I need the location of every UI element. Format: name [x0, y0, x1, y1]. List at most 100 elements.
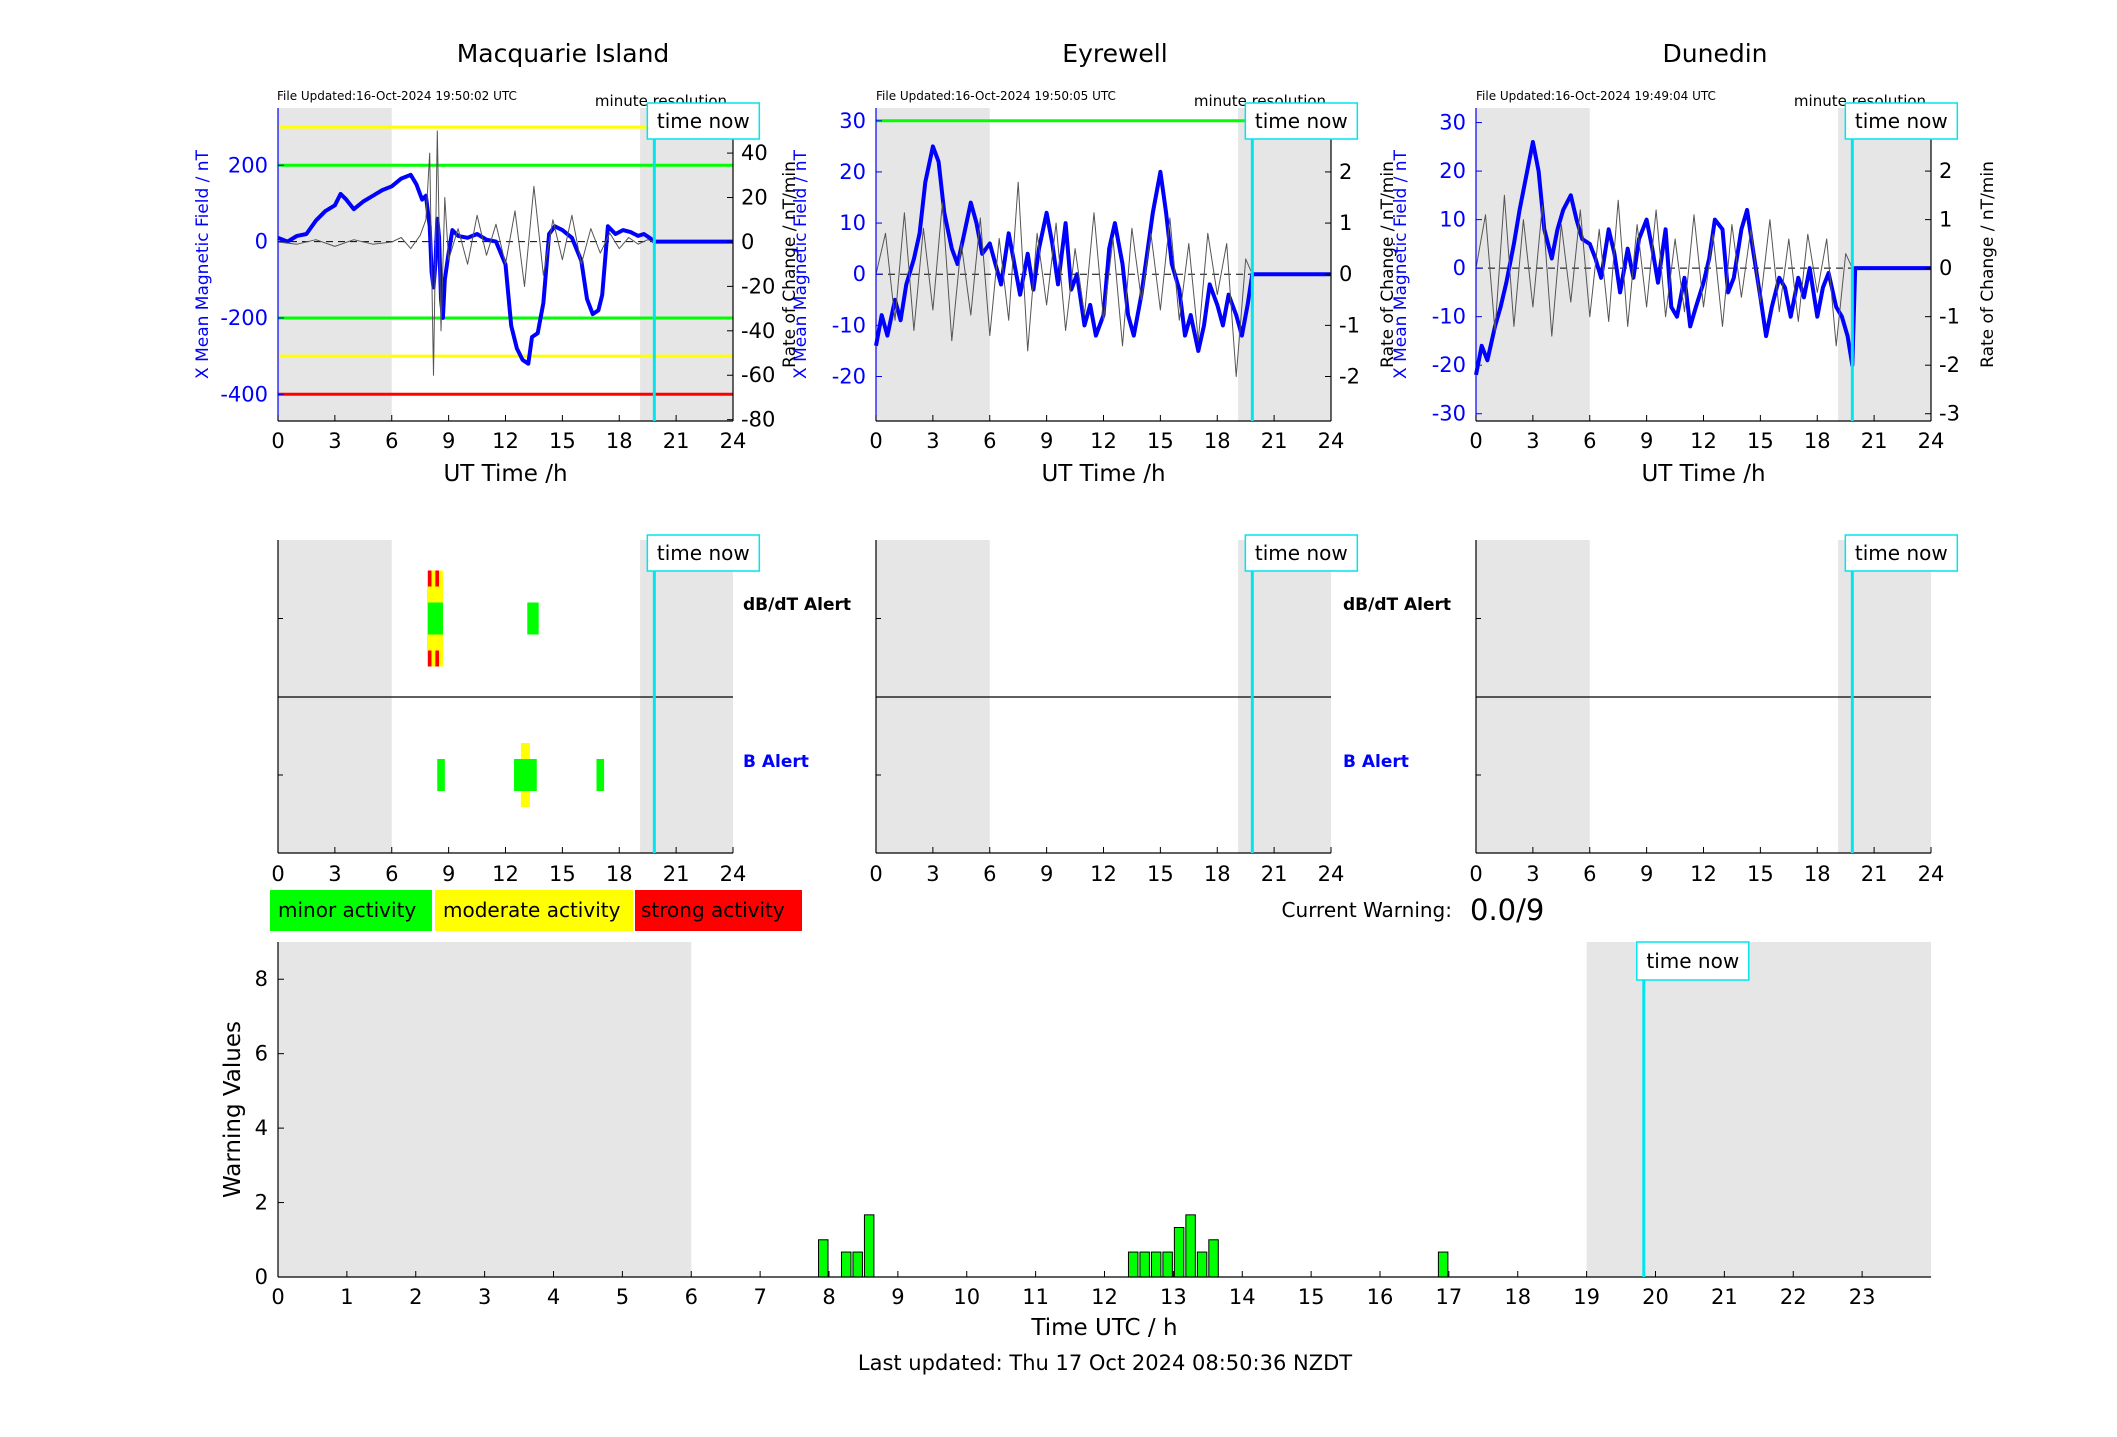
dunedin-y2-tick-label: -1 [1939, 305, 1960, 329]
dunedin-alert-x-tick-label: 6 [1583, 862, 1596, 886]
macquarie-field-line [277, 172, 733, 366]
warning-y-tick-label: 2 [255, 1191, 268, 1215]
warning-y-tick-label: 6 [255, 1042, 268, 1066]
warning-bar [1208, 1239, 1219, 1278]
dunedin-y2-tick-label: -3 [1939, 402, 1960, 426]
warning-bar [1173, 1226, 1185, 1278]
dunedin-alert-x-tick-label: 21 [1861, 862, 1888, 886]
dunedin-x-tick-label: 3 [1526, 429, 1539, 453]
macquarie-y2-tick-label: 40 [741, 141, 768, 165]
eyrewell-alert-x-tick-label: 6 [983, 862, 996, 886]
macquarie-alert-minor-bar [596, 759, 605, 791]
eyrewell-y-tick-label: 20 [839, 160, 866, 184]
dunedin-y-tick-label: 20 [1439, 159, 1466, 183]
macquarie-x-tick-label: 6 [385, 429, 398, 453]
macquarie-alert-x-tick-label: 12 [492, 862, 519, 886]
macquarie-time-now-label: time now [657, 109, 750, 133]
eyrewell-alert-x-tick-label: 12 [1090, 862, 1117, 886]
eyrewell-y-tick-label: 30 [839, 109, 866, 133]
warning-bar [1127, 1251, 1139, 1278]
dunedin-alert-x-tick-label: 9 [1640, 862, 1653, 886]
macquarie-y2-tick-label: -40 [741, 319, 775, 343]
macquarie-alert-time-now-label-box [646, 534, 761, 572]
dunedin-alert-x-tick-label: 18 [1804, 862, 1831, 886]
eyrewell-rate-of-change-line [875, 181, 1253, 377]
warning-x-tick-label: 14 [1229, 1285, 1256, 1309]
dunedin-x-tick-label: 18 [1804, 429, 1831, 453]
dunedin-y-tick-label: -30 [1432, 402, 1466, 426]
warning-x-tick-label: 4 [547, 1285, 560, 1309]
macquarie-alert-x-tick-label: 21 [663, 862, 690, 886]
dunedin-field-panel: 03691215182124-30-20-100102030-3-2-10123… [1391, 102, 1998, 487]
eyrewell-x-tick-label: 24 [1318, 429, 1345, 453]
eyrewell-alert-x-tick-label: 9 [1040, 862, 1053, 886]
last-updated-footer: Last updated: Thu 17 Oct 2024 08:50:36 N… [858, 1351, 1352, 1375]
warning-x-tick-label: 20 [1642, 1285, 1669, 1309]
macquarie-y-tick-label: -400 [220, 382, 268, 406]
macquarie-alert-x-tick-label: 6 [385, 862, 398, 886]
macquarie-y2-tick-label: 0 [741, 230, 754, 254]
eyrewell-y2-tick-label: -2 [1339, 365, 1360, 389]
dunedin-y-tick-label: 0 [1453, 256, 1466, 280]
macquarie-time-now-label-box [646, 102, 761, 140]
warning-y-axis-label: Warning Values [220, 1021, 246, 1198]
macquarie-x-tick-label: 18 [606, 429, 633, 453]
eyrewell-y-tick-label: -20 [832, 365, 866, 389]
eyrewell-alert-x-tick-label: 0 [869, 862, 882, 886]
b-alert-label-macquarie: B Alert [743, 752, 809, 772]
macquarie-alert-x-tick-label: 0 [271, 862, 284, 886]
eyrewell-y2-tick-label: 0 [1339, 262, 1352, 286]
warning-x-tick-label: 6 [685, 1285, 698, 1309]
warning-x-tick-label: 15 [1298, 1285, 1325, 1309]
dunedin-y-axis-label: X Mean Magnetic Field / nT [1391, 149, 1411, 379]
warning-x-tick-label: 7 [753, 1285, 766, 1309]
macquarie-y-tick-label: 200 [228, 153, 268, 177]
warning-bar [1139, 1251, 1150, 1278]
macquarie-x-tick-label: 24 [720, 429, 747, 453]
dunedin-x-tick-label: 15 [1747, 429, 1774, 453]
legend-minor-swatch [270, 890, 432, 931]
eyrewell-x-tick-label: 6 [983, 429, 996, 453]
warning-bar [1437, 1251, 1449, 1278]
macquarie-alert-x-tick-label: 3 [328, 862, 341, 886]
warning-bar [1196, 1251, 1208, 1278]
warning-x-tick-label: 10 [953, 1285, 980, 1309]
eyrewell-y-tick-label: 0 [853, 262, 866, 286]
eyrewell-y2-tick-label: 1 [1339, 211, 1352, 235]
eyrewell-alert-x-tick-label: 18 [1204, 862, 1231, 886]
warning-time-now-label: time now [1646, 949, 1739, 973]
macquarie-alert-minor-bar [514, 759, 537, 791]
eyrewell-alert-x-tick-label: 24 [1318, 862, 1345, 886]
macquarie-y2-tick-label: -80 [741, 408, 775, 432]
dunedin-alert-x-tick-label: 3 [1526, 862, 1539, 886]
warning-x-tick-label: 8 [822, 1285, 835, 1309]
dunedin-x-tick-label: 9 [1640, 429, 1653, 453]
warning-bar [852, 1251, 863, 1278]
dunedin-y-tick-label: -20 [1432, 353, 1466, 377]
warning-x-tick-label: 23 [1849, 1285, 1876, 1309]
eyrewell-alert-x-tick-label: 15 [1147, 862, 1174, 886]
warning-x-tick-label: 16 [1367, 1285, 1394, 1309]
warning-x-tick-label: 21 [1711, 1285, 1738, 1309]
eyrewell-y-tick-label: -10 [832, 313, 866, 337]
warning-x-tick-label: 1 [340, 1285, 353, 1309]
warning-bar [1162, 1251, 1173, 1278]
warning-bar [863, 1214, 875, 1278]
station-title-dunedin: Dunedin [1663, 39, 1768, 68]
macquarie-y-tick-label: -200 [220, 306, 268, 330]
legend-strong-label: strong activity [641, 898, 785, 922]
warning-x-tick-label: 13 [1160, 1285, 1187, 1309]
station-title-eyrewell: Eyrewell [1062, 39, 1167, 68]
warning-night-shade-0 [278, 942, 692, 1277]
warning-y-tick-label: 4 [255, 1116, 268, 1140]
dunedin-y2-tick-label: 0 [1939, 256, 1952, 280]
dunedin-y2-tick-label: -2 [1939, 353, 1960, 377]
dunedin-time-now-label: time now [1855, 109, 1948, 133]
eyrewell-night-shade-0 [876, 108, 990, 421]
warning-x-tick-label: 9 [891, 1285, 904, 1309]
station-title-macquarie: Macquarie Island [457, 39, 670, 68]
dunedin-alert-x-tick-label: 15 [1747, 862, 1774, 886]
warning-bar [1185, 1214, 1196, 1278]
dbdt-alert-label-macquarie: dB/dT Alert [743, 595, 851, 615]
dunedin-y-tick-label: 30 [1439, 111, 1466, 135]
